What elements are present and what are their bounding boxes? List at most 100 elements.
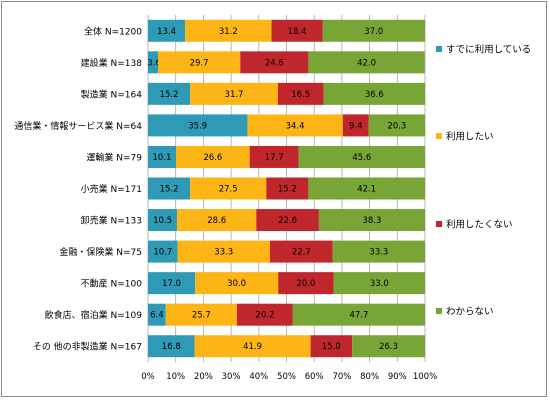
- x-tick-label: 0%: [141, 372, 155, 382]
- bar-segment: [148, 303, 166, 326]
- bar-segment: [148, 240, 178, 263]
- bar-segment: [175, 145, 250, 168]
- bar-segment: [165, 303, 237, 326]
- category-label: 小売業 N=171: [81, 183, 142, 195]
- bar-segment: [278, 272, 334, 295]
- legend-label: 利用したくない: [446, 219, 513, 231]
- category-label: その 他の非製造業 N=167: [33, 341, 142, 353]
- bar-segment: [256, 209, 319, 232]
- bar-segment: [368, 114, 425, 137]
- bar-segment: [247, 114, 343, 137]
- bar-segment: [190, 82, 278, 105]
- data-label: 15.2: [160, 90, 179, 100]
- x-tick-label: 70%: [332, 372, 351, 382]
- legend-label: すでに利用している: [446, 44, 531, 56]
- data-label: 47.7: [349, 311, 368, 321]
- data-label: 10.7: [153, 248, 172, 258]
- bar-segment: [148, 51, 158, 74]
- bar-segment: [342, 114, 369, 137]
- legend-swatch: [436, 308, 442, 314]
- data-label: 27.5: [219, 185, 238, 195]
- data-label: 42.0: [357, 58, 376, 68]
- data-label: 26.3: [379, 342, 398, 352]
- data-label: 20.3: [387, 121, 406, 131]
- bar-segment: [148, 145, 176, 168]
- data-label: 15.0: [322, 342, 341, 352]
- legend-swatch: [436, 46, 442, 52]
- data-label: 33.0: [370, 279, 389, 289]
- category-label: 卸売業 N=133: [81, 215, 142, 227]
- category-label: 運輸業 N=79: [86, 151, 142, 163]
- bar-segment: [148, 209, 178, 232]
- bar-segment: [318, 209, 425, 232]
- data-label: 24.6: [265, 58, 284, 68]
- data-label: 38.3: [362, 216, 381, 226]
- data-label: 33.3: [214, 248, 233, 258]
- x-axis-ticks: 0% 10% 20% 30% 40% 50% 60% 70% 80% 90% 100%: [141, 372, 437, 382]
- category-label: 金融・保険業 N=75: [59, 246, 142, 258]
- x-tick-label: 10%: [166, 372, 185, 382]
- data-label: 16.5: [291, 90, 310, 100]
- data-label: 17.7: [265, 153, 284, 163]
- x-tick-label: 100%: [413, 372, 437, 382]
- data-label: 13.4: [157, 27, 176, 37]
- bar-segment: [332, 240, 425, 263]
- data-label: 42.1: [357, 185, 376, 195]
- x-tick-label: 80%: [360, 372, 379, 382]
- bar-segment: [298, 145, 425, 168]
- x-tick-label: 50%: [277, 372, 296, 382]
- x-tick-label: 40%: [249, 372, 268, 382]
- bar-segment: [148, 19, 186, 42]
- category-label: 建設業 N=138: [81, 57, 143, 69]
- data-label: 30.0: [227, 279, 246, 289]
- bar-segment: [236, 303, 293, 326]
- data-label: 34.4: [286, 121, 305, 131]
- data-label: 3.6: [147, 58, 161, 68]
- bar-segment: [177, 240, 270, 263]
- bar-segment: [333, 272, 425, 295]
- legend-label: 利用したい: [446, 131, 494, 143]
- data-label: 36.6: [365, 90, 384, 100]
- bar-segment: [266, 177, 309, 200]
- data-label: 10.1: [153, 153, 172, 163]
- bar-segment: [177, 209, 257, 232]
- bar-segment: [292, 303, 425, 326]
- data-label: 20.2: [255, 311, 274, 321]
- bar-segment: [249, 145, 299, 168]
- bar-segment: [240, 51, 309, 74]
- data-label: 16.8: [162, 342, 181, 352]
- category-label: 飲食店、宿泊業 N=109: [45, 309, 143, 321]
- category-label: 全体 N=1200: [84, 25, 142, 37]
- bar-segment: [148, 272, 196, 295]
- bar-segment: [323, 82, 425, 105]
- bar-segment: [190, 177, 267, 200]
- data-label: 31.7: [225, 90, 244, 100]
- data-label: 45.6: [352, 153, 371, 163]
- data-label: 15.2: [160, 185, 179, 195]
- data-label: 35.9: [188, 121, 207, 131]
- bar-segment: [277, 82, 324, 105]
- bar-segment: [308, 177, 425, 200]
- category-label: 製造業 N=164: [81, 88, 143, 100]
- x-tick-label: 60%: [305, 372, 324, 382]
- data-label: 29.7: [190, 58, 209, 68]
- data-label: 28.6: [207, 216, 226, 226]
- bar-segment: [148, 335, 195, 358]
- bar-segment: [322, 19, 425, 42]
- data-label: 26.6: [203, 153, 222, 163]
- category-labels: 全体 N=1200 建設業 N=138 製造業 N=164 通信業・情報サービス業 N…: [14, 25, 142, 352]
- bar-segment: [310, 335, 353, 358]
- bars: 13.4 31.2 18.4 37.0 3.6 29.7 24.6 42.0 15.2 31.7 1…: [147, 19, 425, 358]
- data-label: 6.4: [150, 311, 164, 321]
- bar-segment: [195, 272, 279, 295]
- x-tick-label: 30%: [222, 372, 241, 382]
- category-label: 通信業・情報サービス業 N=64: [14, 120, 142, 132]
- data-label: 10.5: [153, 216, 172, 226]
- bar-segment: [271, 19, 323, 42]
- bar-segment: [194, 335, 311, 358]
- bar-segment: [157, 51, 241, 74]
- data-label: 33.3: [369, 248, 388, 258]
- data-label: 18.4: [288, 27, 307, 37]
